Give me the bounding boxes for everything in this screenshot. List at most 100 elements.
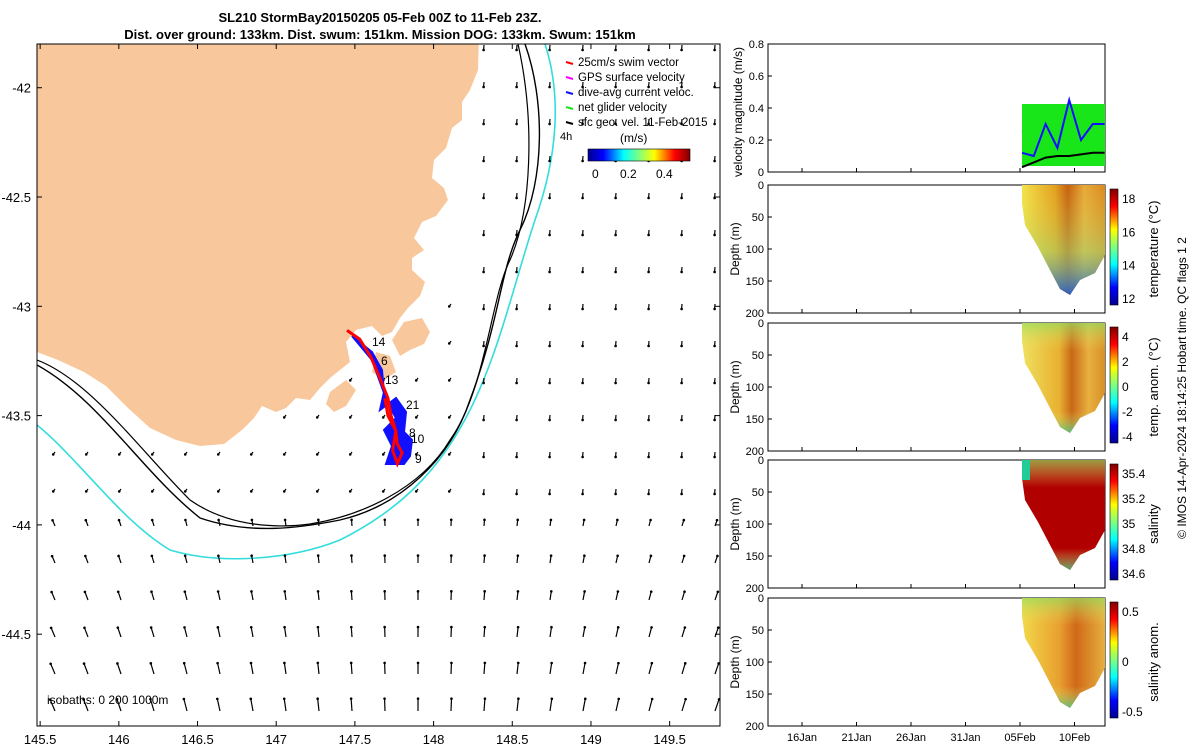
vector-arrowhead [517,697,520,701]
vector-arrow [49,699,56,712]
depth-section-shading [1022,323,1105,433]
vector-arrowhead [383,554,387,557]
vector-arrowhead [250,518,254,522]
vector-arrowhead [583,625,587,629]
vector-arrowhead [447,453,451,456]
legend-label: dive-avg current veloc. [578,87,694,99]
vector-arrowhead [483,697,487,700]
colorbar-tick-label: 2 [1122,355,1129,369]
vector-arrowhead [416,554,420,557]
vector-arrowhead [348,416,352,419]
legend-swatch [565,106,574,110]
vector-arrow [250,698,254,712]
vector-arrowhead [150,453,154,456]
vector-arrowhead [650,697,654,701]
colorbar-tick-label: 34.6 [1122,567,1146,581]
colorbar-tick-label: 0.5 [1122,605,1139,619]
vector-arrowhead [182,661,186,665]
map-xtick-label: 146.5 [181,732,214,747]
vector-arrowhead [548,344,551,348]
vector-arrowhead [581,455,584,459]
vector-arrowhead [680,122,683,126]
vector-arrowhead [583,661,587,665]
footer-credit: © IMOS 14-Apr-2024 18:14:25 Hobart time.… [1175,237,1189,539]
vector-arrowhead [482,455,485,459]
vector-arrowhead [482,270,485,274]
vector-arrow [216,698,221,712]
colorbar-tick-label: 34.8 [1122,542,1146,556]
tasmania-land [37,44,479,446]
vector-arrow [714,663,720,675]
map-xtick-label: 148 [423,732,445,747]
vector-arrowhead [250,590,253,593]
vector-arrowhead [617,661,620,665]
map-xtick-label: 146 [108,732,130,747]
vector-arrowhead [482,85,485,89]
vector-arrowhead [713,270,716,274]
vector-arrowhead [316,661,320,665]
track-label: 9 [415,452,422,466]
vector-arrow [350,698,353,712]
colorbar-label: temp. anom. (°C) [1146,337,1161,436]
vector-arrowhead [549,518,553,522]
vector-arrowhead [182,697,186,701]
vector-arrowhead [249,625,253,629]
colorbar-label: temperature (°C) [1146,201,1161,298]
glider-track-red [346,329,404,468]
colorbar-tick-label: 0 [1122,655,1129,669]
vector-arrowhead [483,590,486,593]
vector-arrowhead [683,590,686,594]
vector-arrowhead [447,416,451,419]
vector-arrowhead [515,344,518,348]
vector-arrowhead [84,554,87,558]
vector-arrow [483,627,486,638]
colorbar-tick-label: -4 [1122,430,1133,444]
vector-arrowhead [183,490,187,493]
vector-arrow [317,662,320,675]
vector-arrowhead [614,270,617,274]
depth-ytick-label: 150 [746,276,764,288]
vector-arrowhead [614,196,617,200]
vector-arrowhead [515,270,518,274]
vector-arrowhead [183,453,187,456]
vector-arrow [483,662,486,675]
vector-arrowhead [647,381,650,385]
vector-arrowhead [249,661,253,665]
time-tick-label: 16Jan [787,732,817,744]
vector-arrowhead [350,518,353,522]
depth-ytick-label: 50 [752,625,764,637]
vector-arrowhead [680,307,683,311]
map-ytick-label: -43.5 [1,409,31,424]
vector-arrowhead [616,554,619,558]
vector-arrowhead [217,554,220,558]
vector-arrow [283,662,287,675]
vector-arrow [582,591,586,601]
vector-arrowhead [249,453,253,456]
vector-arrowhead [117,490,121,493]
vector-arrowhead [316,697,319,701]
vector-arrowhead [548,455,551,459]
vector-arrow [117,591,122,601]
vector-arrow [350,662,353,675]
vector-arrowhead [581,270,584,274]
track-labels: 14 6 13 21 8 10 9 [372,335,425,466]
depth-ytick-label: 50 [752,350,764,362]
time-axis: 16Jan 21Jan 26Jan 31Jan 05Feb 10Feb [787,168,1090,744]
vector-arrowhead [450,661,453,665]
vector-arrowhead [581,48,584,52]
legend-swatch [565,61,574,65]
section-colorbar [1109,188,1119,306]
vector-arrowhead [48,698,52,701]
vector-arrowhead [515,307,518,311]
vector-arrowhead [450,590,453,593]
vector-arrowhead [184,518,187,522]
vector-arrow [681,627,686,638]
vector-arrowhead [515,381,518,385]
vector-arrowhead [216,590,220,593]
vector-arrowhead [713,159,716,163]
vector-arrowhead [515,159,518,163]
vector-arrow [582,698,586,712]
vector-arrowhead [216,661,219,665]
vector-arrowhead [116,590,120,594]
